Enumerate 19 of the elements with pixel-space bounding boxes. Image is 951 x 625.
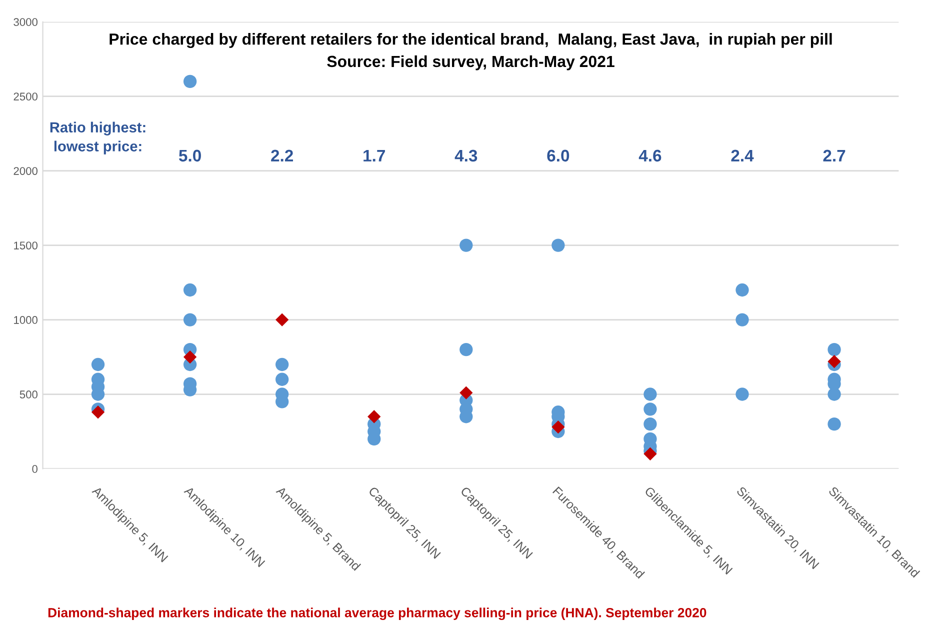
annotation: Ratio highest: lowest price:	[50, 122, 146, 154]
text: Diamond-shaped markers indicate the national average pharmacy selling-in price (HNA). September 2020	[48, 608, 706, 620]
annotation: 4.3	[454, 150, 478, 162]
y-tick-label: 2000	[14, 167, 38, 175]
annotation: 6.0	[547, 150, 570, 162]
text: Price charged by different retailers for the identical brand, Malang, East Java, in rupiah per pill	[110, 33, 832, 48]
annotation: 1.7	[364, 150, 385, 162]
y-tick-label: 0	[32, 465, 38, 473]
text: Source: Field survey, March-May 2021	[327, 55, 614, 70]
y-tick-label: 1000	[14, 316, 38, 324]
annotation: 5.0	[178, 150, 201, 162]
annotation: 4.6	[638, 150, 662, 162]
annotation: 2.7	[823, 150, 846, 162]
y-tick-label: 3000	[14, 18, 38, 26]
annotation: 2.2	[271, 150, 293, 162]
annotation: 2.4	[731, 150, 754, 162]
y-tick-label: 1500	[14, 242, 38, 250]
y-tick-label: 2500	[14, 92, 38, 100]
y-tick-label: 500	[20, 390, 38, 398]
